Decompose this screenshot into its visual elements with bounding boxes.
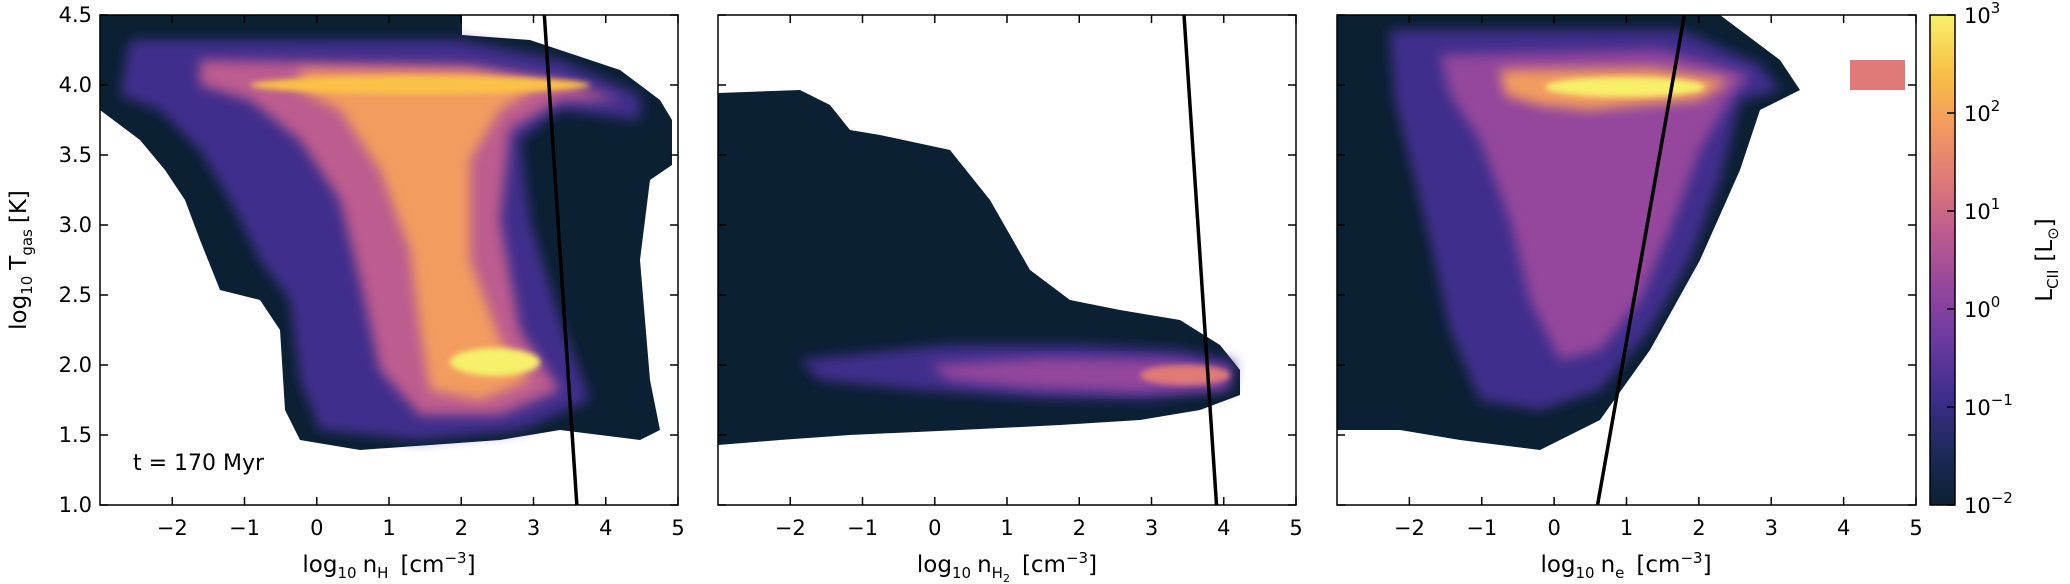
y-tick-label: 1.5 — [59, 423, 92, 447]
y-tick-label: 3.5 — [59, 143, 92, 167]
heatmap-outlier-right — [1850, 60, 1905, 90]
colorbar-tick-label: 10−2 — [1964, 489, 2013, 518]
annotation-time: t = 170 Myr — [133, 451, 265, 476]
x-tick-label: −1 — [847, 516, 878, 540]
x-axis-label-middle: log10 nH2[cm−3] — [917, 549, 1097, 584]
colorbar-tick-label: 10−1 — [1964, 391, 2013, 420]
x-tick-label: 2 — [1073, 516, 1086, 540]
heatmap-density-middle — [718, 90, 1240, 445]
colorbar: 103 102 101 100 10−1 10−2 LCII[L⊙] — [1929, 0, 2062, 518]
yticks-middle — [718, 14, 1296, 506]
x-tick-label: 4 — [1837, 516, 1850, 540]
heatmap-mid-right — [1440, 50, 1750, 360]
heatmap-band-inner-middle — [930, 358, 1230, 392]
xticks-middle: −2 −1 0 1 2 3 4 5 — [775, 15, 1303, 540]
x-tick-label: 1 — [1620, 516, 1633, 540]
heatmap-core-left — [300, 70, 540, 400]
x-tick-label: −2 — [157, 516, 188, 540]
colorbar-label: LCII[L⊙] — [2032, 218, 2062, 302]
x-tick-label: 4 — [599, 516, 612, 540]
x-tick-label: 1 — [382, 516, 395, 540]
y-tick-label: 2.5 — [59, 283, 92, 307]
x-tick-label: 5 — [1909, 516, 1922, 540]
yticks-left: 1.0 1.5 2.0 2.5 3.0 3.5 4.0 4.5 — [59, 3, 678, 517]
x-tick-label: −1 — [1466, 516, 1497, 540]
x-tick-label: 5 — [1289, 516, 1302, 540]
ionization-line-right — [1595, 14, 1687, 506]
y-tick-label: 4.0 — [59, 73, 92, 97]
x-axis-label-left: log10 nH [cm−3] — [302, 549, 475, 582]
x-tick-label: 0 — [310, 516, 323, 540]
x-tick-label: 0 — [1547, 516, 1560, 540]
x-tick-label: 5 — [671, 516, 684, 540]
x-tick-label: 2 — [1692, 516, 1705, 540]
colorbar-gradient — [1930, 15, 1955, 505]
colorbar-tick-label: 103 — [1964, 0, 2000, 28]
x-tick-label: 2 — [455, 516, 468, 540]
colorbar-tick-label: 100 — [1964, 293, 2000, 322]
colorbar-frame — [1929, 14, 1956, 506]
ionization-line-left — [542, 14, 579, 506]
panel-middle: −2 −1 0 1 2 3 4 5 log10 nH2[cm−3] — [717, 14, 1303, 584]
y-tick-label: 4.5 — [59, 3, 92, 27]
heatmap-peak-right — [1545, 77, 1705, 97]
x-tick-label: 4 — [1217, 516, 1230, 540]
y-tick-label: 1.0 — [59, 493, 92, 517]
heatmap-ridge-top-left — [250, 76, 590, 94]
xticks-left: −2 −1 0 1 2 3 4 5 — [157, 15, 685, 540]
y-axis-label: log10Tgas[K] — [6, 190, 36, 330]
x-tick-label: 1 — [1000, 516, 1013, 540]
colorbar-tick-label: 101 — [1964, 195, 2000, 224]
y-tick-label: 2.0 — [59, 353, 92, 377]
panel-right: −2 −1 0 1 2 3 4 5 log10 ne [cm−3] — [1336, 14, 1923, 582]
xticks-right: −2 −1 0 1 2 3 4 5 — [1394, 15, 1923, 540]
x-axis-label-right: log10 ne [cm−3] — [1540, 549, 1711, 582]
yticks-right — [1337, 14, 1916, 506]
heatmap-peak-middle — [1140, 365, 1230, 385]
x-tick-label: 0 — [928, 516, 941, 540]
heatmap-peak-cold-left — [450, 348, 540, 376]
x-tick-label: 3 — [1145, 516, 1158, 540]
x-tick-label: −2 — [1394, 516, 1425, 540]
x-tick-label: −1 — [229, 516, 260, 540]
x-tick-label: −2 — [775, 516, 806, 540]
x-tick-label: 3 — [527, 516, 540, 540]
colorbar-ticks: 103 102 101 100 10−1 10−2 — [1947, 0, 2013, 518]
y-tick-label: 3.0 — [59, 213, 92, 237]
heatmap-density-right — [1337, 15, 1905, 450]
x-tick-label: 3 — [1765, 516, 1778, 540]
panel-left: 1.0 1.5 2.0 2.5 3.0 3.5 4.0 4.5 −2 −1 0 1 2 3 4 5 t = … — [6, 3, 685, 582]
heatmap-density-left — [100, 15, 672, 450]
ionization-line-middle — [1182, 14, 1219, 506]
colorbar-tick-label: 102 — [1964, 97, 2000, 126]
